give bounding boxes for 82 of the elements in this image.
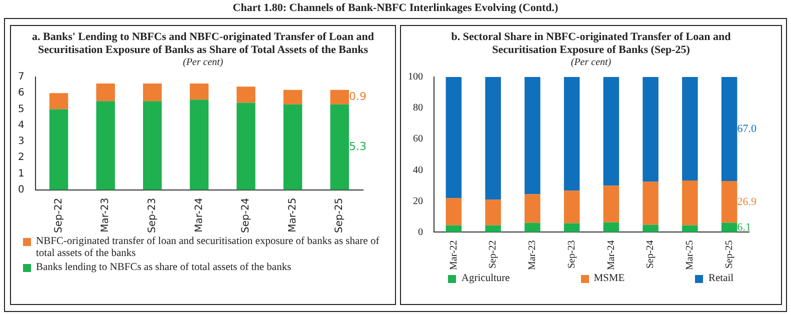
bar	[642, 77, 658, 182]
y-tick-label: 60	[413, 134, 423, 145]
data-label: 6.1	[737, 221, 751, 234]
bar	[721, 180, 738, 223]
bar	[330, 90, 349, 104]
bar	[446, 77, 462, 198]
bar	[190, 100, 209, 190]
legend-label: Banks lending to NBFCs as share of total assets of the banks	[36, 262, 292, 274]
x-tick-label: Mar-24	[194, 198, 205, 232]
bar	[642, 182, 658, 225]
bar	[603, 77, 620, 186]
y-tick-label: 40	[413, 164, 423, 176]
bar	[236, 102, 256, 190]
caption: Chart 1.80: Channels of Bank-NBFC Interlinkages Evolving (Contd.)	[232, 2, 560, 14]
bar	[485, 200, 501, 226]
x-tick-label: Sep-25	[334, 198, 346, 234]
bar	[564, 223, 580, 232]
bar	[330, 104, 349, 190]
chart-subtitle: (Per cent)	[182, 57, 224, 68]
legend-label: MSME	[594, 273, 625, 285]
y-tick-label: 0	[18, 184, 24, 196]
x-tick-label: Mar-23	[100, 198, 112, 232]
x-tick-label: Sep-23	[566, 240, 578, 269]
bar	[485, 77, 501, 200]
bar	[682, 180, 698, 226]
bar	[721, 77, 738, 181]
y-tick-label: 100	[408, 72, 423, 83]
y-tick-label: 2	[18, 152, 24, 164]
bar	[603, 222, 620, 232]
bar	[524, 77, 540, 194]
x-tick-label: Sep-25	[724, 240, 735, 269]
bar	[564, 77, 580, 191]
bar	[682, 77, 698, 181]
bar	[143, 101, 162, 190]
y-tick-label: 7	[18, 72, 24, 83]
bar	[446, 225, 462, 232]
data-label: 26.9	[737, 196, 757, 208]
y-tick-label: 4	[18, 120, 24, 131]
x-tick-label: Sep-22	[488, 240, 499, 269]
bar	[682, 225, 698, 232]
bar	[524, 222, 540, 232]
x-tick-label: Mar-25	[287, 198, 298, 232]
bar	[721, 222, 738, 232]
y-tick-label: 80	[413, 102, 423, 114]
chart-subtitle: (Per cent)	[570, 57, 612, 68]
y-tick-label: 0	[418, 226, 423, 238]
bar	[283, 104, 302, 190]
legend-label: NBFC-originated transfer of loan and securitisation exposure of banks as share of total assets of the banks	[36, 236, 380, 260]
bar	[642, 224, 658, 232]
chart-title: a. Banks' Lending to NBFCs and NBFC-originated Transfer of Loan and Securitisation Exposure of Banks as Share of Total Assets of the Banks	[31, 30, 375, 57]
bar	[485, 225, 501, 232]
chart-title: b. Sectoral Share in NBFC-originated Transfer of Loan and Securitisation Exposure of Banks (Sep-25)	[450, 30, 732, 57]
bar	[524, 194, 540, 223]
bar	[603, 186, 620, 222]
x-tick-label: Mar-22	[448, 240, 460, 270]
bar	[49, 109, 68, 190]
x-tick-label: Sep-24	[645, 240, 656, 269]
x-tick-label: Mar-25	[684, 240, 696, 270]
y-tick-label: 6	[18, 88, 24, 99]
bar	[564, 190, 580, 224]
bar	[143, 83, 162, 102]
bar	[236, 86, 256, 103]
legend-label: Agriculture	[461, 273, 510, 285]
bar	[283, 90, 302, 104]
bar	[96, 83, 115, 102]
x-tick-label: Mar-23	[527, 240, 538, 270]
bar	[49, 93, 68, 110]
legend-label: Retail	[708, 273, 734, 285]
x-tick-label: Mar-24	[606, 240, 617, 270]
bar	[190, 83, 209, 100]
data-label: 0.9	[348, 90, 366, 104]
data-label: 5.3	[348, 140, 366, 153]
x-tick-label: Sep-24	[240, 198, 252, 234]
y-tick-label: 3	[18, 136, 24, 148]
y-tick-label: 20	[413, 196, 423, 207]
bar	[96, 101, 115, 190]
x-tick-label: Sep-22	[53, 198, 64, 234]
data-label: 67.0	[737, 122, 757, 135]
bar	[446, 198, 462, 226]
x-tick-label: Sep-23	[146, 198, 158, 234]
y-tick-label: 1	[18, 168, 24, 180]
y-tick-label: 5	[18, 104, 24, 115]
